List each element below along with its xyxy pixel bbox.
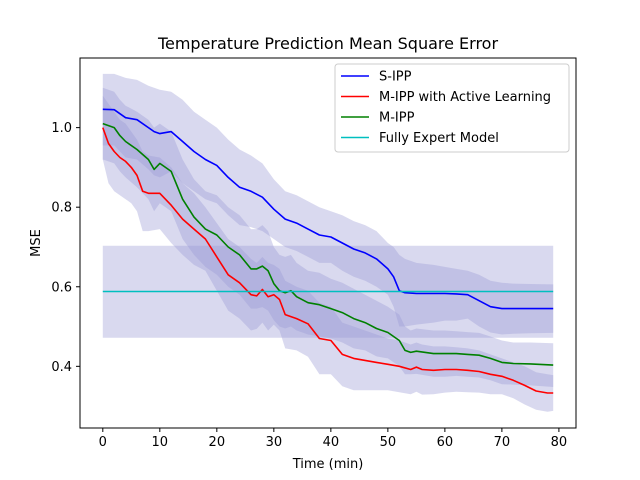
x-tick-label: 0 (99, 435, 107, 450)
legend-label-fully-expert-model: Fully Expert Model (379, 131, 499, 146)
x-tick-label: 30 (266, 435, 283, 450)
legend-label-s-ipp: S-IPP (379, 70, 412, 85)
x-tick-label: 10 (152, 435, 169, 450)
x-tick-label: 50 (380, 435, 397, 450)
y-tick-label: 1.0 (51, 121, 72, 136)
x-axis-ticks: 0 10 20 30 40 50 60 70 80 (99, 428, 568, 450)
x-axis-label: Time (min) (292, 457, 364, 472)
legend-box (334, 63, 570, 153)
y-tick-label: 0.4 (51, 360, 72, 375)
x-tick-label: 40 (323, 435, 340, 450)
legend-label-m-ipp-with-active-learning: M-IPP with Active Learning (379, 90, 551, 105)
chart-title: Temperature Prediction Mean Square Error (157, 34, 499, 53)
series-lines (102, 108, 554, 394)
line-s-ipp (102, 108, 554, 310)
x-tick-label: 60 (437, 435, 454, 450)
y-axis-label: MSE (29, 229, 44, 257)
y-tick-label: 0.8 (51, 201, 72, 216)
legend-label-m-ipp: M-IPP (379, 111, 415, 126)
x-tick-label: 80 (551, 435, 568, 450)
x-tick-label: 70 (494, 435, 511, 450)
y-axis-ticks: 0.4 0.6 0.8 1.0 (51, 121, 80, 375)
line-m-ipp-with-active-learning (102, 127, 554, 394)
confidence-bands (102, 73, 554, 412)
band-m-ipp-with-active-learning (102, 95, 554, 412)
x-tick-label: 20 (209, 435, 226, 450)
plot-frame (79, 57, 577, 429)
band-s-ipp (102, 73, 554, 335)
band-m-ipp (102, 87, 554, 388)
y-tick-label: 0.6 (51, 280, 72, 295)
legend: S-IPP M-IPP with Active Learning M-IPP Full… (334, 63, 570, 153)
